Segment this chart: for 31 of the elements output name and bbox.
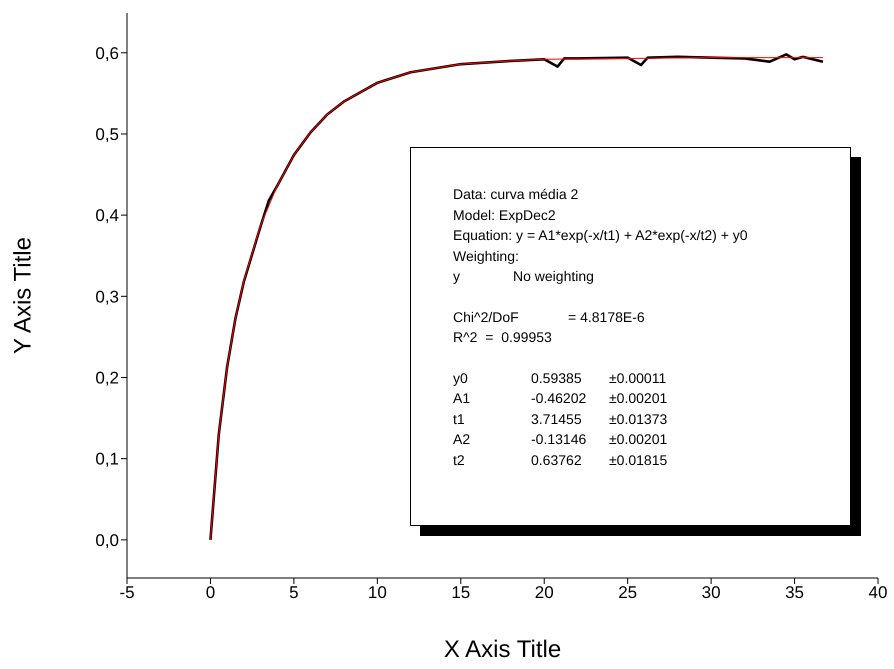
text: Chi^2/DoF = 4.8178E-6 [453, 308, 645, 324]
x-tick-label: 30 [702, 583, 721, 602]
text: A1 -0.46202 ±0.00201 [453, 390, 668, 406]
y-tick-label: 0,0 [95, 530, 119, 550]
annotation: Weighting: [453, 246, 519, 266]
x-tick-label: 20 [534, 583, 554, 602]
x-tick-label: 35 [785, 583, 804, 602]
y-tick-label: 0,3 [95, 287, 119, 306]
text: t1 3.71455 ±0.01373 [453, 410, 668, 426]
text: y0 0.59385 ±0.00011 [453, 370, 666, 386]
x-tick-label: 25 [618, 583, 638, 602]
y-tick-label: 0,5 [95, 124, 119, 144]
text: t2 0.63762 ±0.01815 [453, 452, 668, 468]
y-tick-label: 0,4 [95, 206, 119, 226]
annotation: Data: curva média 2 [453, 185, 578, 204]
y-axis-title: Y Axis Title [10, 237, 37, 354]
annotation: Equation: y = A1*exp(-x/t1) + A2*exp(-x/t2) + y0 [453, 226, 748, 245]
y-tick-label: 0,6 [95, 44, 119, 63]
text: A2 -0.13146 ±0.00201 [453, 431, 668, 447]
x-tick-label: 15 [451, 583, 470, 602]
x-tick-label: 0 [206, 583, 216, 602]
annotation: R^2 = 0.99953 [453, 328, 552, 347]
x-tick-label: 10 [368, 583, 387, 602]
x-tick-label: 40 [868, 583, 888, 602]
annotation: Model: ExpDec2 [453, 206, 556, 225]
text: y No weighting [453, 268, 594, 284]
x-tick-label: 5 [289, 583, 299, 602]
x-axis-title: X Axis Title [444, 636, 562, 663]
x-tick-label: -5 [119, 583, 135, 602]
y-tick-label: 0,2 [95, 368, 119, 388]
y-tick-label: 0,1 [95, 450, 119, 469]
